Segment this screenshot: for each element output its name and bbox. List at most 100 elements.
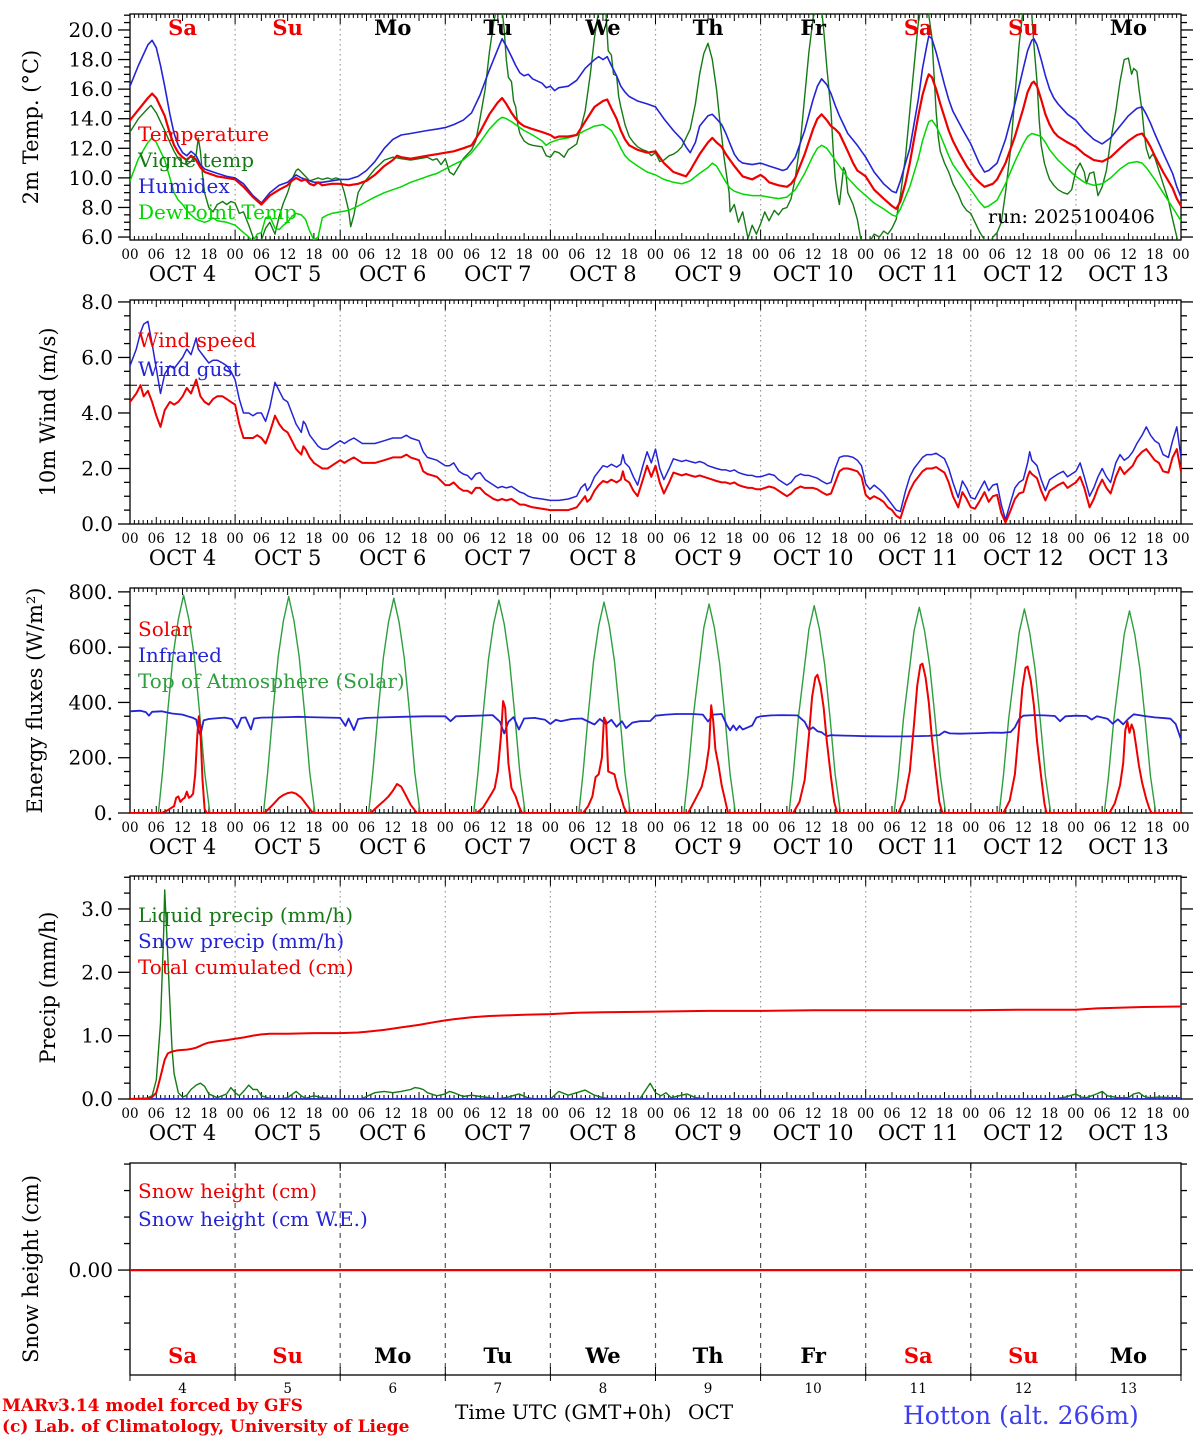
x-hour-label: 18 xyxy=(305,1106,322,1122)
day-name-label: Sa xyxy=(168,15,197,40)
x-hour-label: 00 xyxy=(752,531,769,547)
panel-ylabel: Precip (mm/h) xyxy=(36,911,60,1063)
x-hour-label: 06 xyxy=(568,820,585,836)
x-date-label: OCT 12 xyxy=(983,835,1064,859)
x-hour-label: 00 xyxy=(1172,247,1189,263)
x-hour-label: 00 xyxy=(962,820,979,836)
x-date-label: OCT 9 xyxy=(674,262,741,286)
y-tick-label: 14.0 xyxy=(68,107,113,131)
x-hour-label: 06 xyxy=(778,531,795,547)
x-hour-label: 00 xyxy=(227,1106,244,1122)
x-day-number: 7 xyxy=(494,1381,503,1397)
run-label: run: 2025100406 xyxy=(988,206,1155,228)
x-hour-label: 12 xyxy=(1015,1106,1032,1122)
x-hour-label: 00 xyxy=(1172,531,1189,547)
x-hour-label: 18 xyxy=(936,531,953,547)
infrared-line xyxy=(130,709,1181,741)
x-hour-label: 06 xyxy=(883,1106,900,1122)
panel-energy: 0. 200. 400. 600. 800. 00 06 12 18 00 06 12 18 00 06 12… xyxy=(23,580,1193,859)
x-date-label: OCT 8 xyxy=(569,835,636,859)
y-tick-label: 1.0 xyxy=(81,1024,113,1048)
y-tick-label: 0.0 xyxy=(81,1087,113,1111)
x-hour-label: 06 xyxy=(253,247,270,263)
y-tick-label: 0.0 xyxy=(81,512,113,536)
panel-ylabel: 2m Temp. (°C) xyxy=(19,50,43,204)
x-hour-label: 06 xyxy=(148,1106,165,1122)
y-tick-label: 800. xyxy=(68,580,113,604)
x-hour-label: 00 xyxy=(647,1106,664,1122)
x-hour-label: 06 xyxy=(673,820,690,836)
x-hour-label: 12 xyxy=(174,247,191,263)
x-hour-label: 06 xyxy=(358,247,375,263)
legend-liquid-precip: Liquid precip (mm/h) xyxy=(138,903,354,927)
x-hour-label: 12 xyxy=(384,820,401,836)
x-hour-label: 12 xyxy=(910,531,927,547)
x-hour-label: 06 xyxy=(778,820,795,836)
series-group xyxy=(130,320,1181,524)
x-hour-label: 00 xyxy=(962,531,979,547)
x-hour-label: 18 xyxy=(936,820,953,836)
day-name-label: Sa xyxy=(168,1343,197,1368)
x-hour-label: 12 xyxy=(805,247,822,263)
x-hour-label: 18 xyxy=(200,247,217,263)
total-cumulated-line xyxy=(130,1005,1181,1099)
x-date-label: OCT 4 xyxy=(149,262,216,286)
x-hour-label: 06 xyxy=(1094,1106,1111,1122)
x-date-label: OCT 8 xyxy=(569,546,636,570)
series-group xyxy=(130,889,1181,1099)
x-hour-label: 06 xyxy=(463,247,480,263)
x-date-label: OCT 11 xyxy=(878,835,959,859)
x-hour-label: 06 xyxy=(358,820,375,836)
wind-gust-line xyxy=(130,320,1181,521)
x-hour-label: 00 xyxy=(121,247,138,263)
x-hour-label: 18 xyxy=(831,820,848,836)
x-day-number: 4 xyxy=(178,1381,187,1397)
day-name-label: Th xyxy=(693,15,724,40)
x-hour-label: 06 xyxy=(883,247,900,263)
panel-border xyxy=(129,299,1182,525)
x-hour-label: 12 xyxy=(174,820,191,836)
x-hour-label: 00 xyxy=(752,1106,769,1122)
x-hour-label: 00 xyxy=(857,531,874,547)
x-date-label: OCT 7 xyxy=(464,546,531,570)
x-hour-label: 12 xyxy=(1120,247,1137,263)
legend-snow-height-we: Snow height (cm W.E.) xyxy=(138,1207,368,1231)
x-hour-label: 12 xyxy=(1120,531,1137,547)
series-group xyxy=(130,594,1181,813)
x-date-label: OCT 6 xyxy=(359,835,426,859)
x-hour-label: 06 xyxy=(883,531,900,547)
y-tick-label: 6.0 xyxy=(81,225,113,249)
x-date-label: OCT 6 xyxy=(359,1121,426,1145)
x-hour-label: 18 xyxy=(831,247,848,263)
x-hour-label: 00 xyxy=(1067,531,1084,547)
x-hour-label: 12 xyxy=(594,531,611,547)
x-date-label: OCT 13 xyxy=(1088,262,1169,286)
y-tick-label: 12.0 xyxy=(68,136,113,160)
x-date-label: OCT 8 xyxy=(569,1121,636,1145)
footer-model-credit: MARv3.14 model forced by GFS xyxy=(2,1396,303,1416)
liquid-precip-line xyxy=(130,889,1181,1099)
x-hour-label: 06 xyxy=(568,247,585,263)
x-hour-label: 06 xyxy=(148,531,165,547)
x-date-label: OCT 6 xyxy=(359,546,426,570)
x-date-label: OCT 5 xyxy=(254,262,321,286)
x-hour-label: 00 xyxy=(857,1106,874,1122)
x-hour-label: 00 xyxy=(1067,1106,1084,1122)
x-hour-label: 12 xyxy=(384,247,401,263)
x-hour-label: 12 xyxy=(910,820,927,836)
x-date-label: OCT 10 xyxy=(773,546,854,570)
panel-ylabel: Energy fluxes (W/m²) xyxy=(23,588,47,814)
x-date-label: OCT 8 xyxy=(569,262,636,286)
x-hour-label: 06 xyxy=(148,247,165,263)
y-tick-label: 10.0 xyxy=(68,166,113,190)
x-hour-label: 12 xyxy=(805,1106,822,1122)
legend-wind-gust: Wind gust xyxy=(138,357,241,381)
x-date-label: OCT 7 xyxy=(464,835,531,859)
y-tick-label: 6.0 xyxy=(81,345,113,369)
y-tick-label: 18.0 xyxy=(68,48,113,72)
x-date-label: OCT 11 xyxy=(878,1121,959,1145)
x-hour-label: 12 xyxy=(1015,820,1032,836)
day-name-label: We xyxy=(584,1343,620,1368)
x-hour-label: 18 xyxy=(831,531,848,547)
